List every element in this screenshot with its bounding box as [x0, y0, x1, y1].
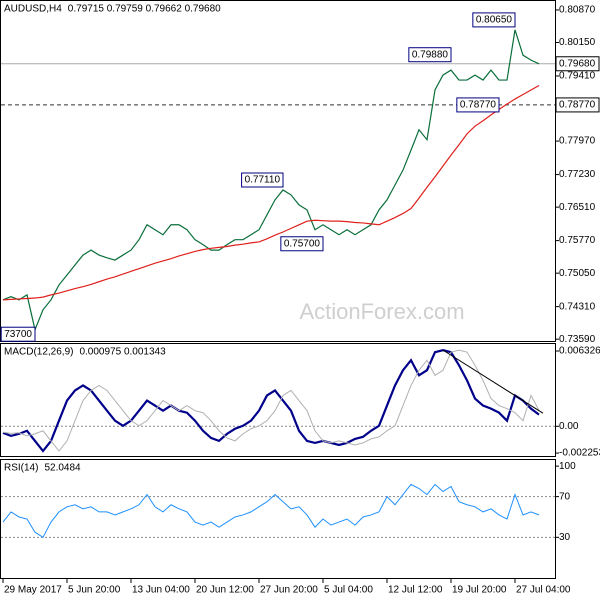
panel-values: 0.000975 0.001343 — [79, 347, 166, 358]
y-tick-label: 0.80150 — [559, 37, 596, 48]
x-tick-label: 20 Jun 12:00 — [196, 585, 254, 596]
y-tick-label: 0.77230 — [559, 169, 596, 180]
price-label-box — [456, 97, 500, 113]
series-line — [2, 349, 540, 452]
y-tick-label: 0.76510 — [559, 202, 596, 213]
y-tick-label: -0.002253 — [559, 448, 600, 459]
x-tick-label: 19 Jul 20:00 — [452, 585, 507, 596]
y-tick-label: 0.80870 — [559, 5, 596, 16]
price-label: 0.78770 — [460, 100, 497, 111]
y-tick-label: 0.00 — [559, 421, 579, 432]
price-label: 0.77110 — [245, 175, 281, 186]
y-tick-label: 70 — [559, 491, 571, 502]
x-tick-label: 27 Jun 20:00 — [260, 585, 318, 596]
series-line — [2, 349, 540, 453]
y-tick-label: 0.006326 — [559, 346, 600, 357]
y-tick-label: 0.79410 — [559, 71, 596, 82]
price-label-box — [241, 172, 284, 188]
x-tick-label: 13 Jun 04:00 — [132, 585, 190, 596]
panel-title: MACD(12,26,9) — [4, 347, 73, 358]
panel-title: AUDUSD,H4 — [4, 4, 62, 15]
panel-values: 0.79715 0.79759 0.79662 0.79680 — [68, 4, 221, 15]
watermark: ActionForex.com — [299, 299, 464, 324]
y-tick-label: 0.75050 — [559, 268, 596, 279]
y-tick-label: 0.74310 — [559, 301, 596, 312]
y-tick-label: 0.75770 — [559, 235, 596, 246]
x-tick-label: 27 Jul 04:00 — [516, 585, 571, 596]
y-tick-label: 0.77970 — [559, 136, 596, 147]
price-label-box — [472, 12, 516, 28]
level-box — [555, 97, 600, 113]
panel-values: 52.0484 — [44, 463, 81, 474]
y-tick-label: 30 — [559, 532, 571, 543]
panel-frame — [0, 0, 556, 342]
level-label: 0.78770 — [559, 100, 596, 111]
price-label-box — [0, 326, 36, 342]
price-label-box — [280, 236, 324, 252]
panel-frame — [0, 459, 556, 579]
panel-title: RSI(14) — [4, 463, 38, 474]
y-tick-label: 100 — [559, 461, 576, 472]
current-price-box — [555, 56, 600, 72]
series-line — [2, 483, 540, 539]
y-tick-label: 0.73590 — [559, 334, 596, 345]
x-tick-label: 29 May 2017 — [4, 585, 62, 596]
price-label-box — [408, 47, 452, 63]
price-label: 73700 — [4, 329, 32, 340]
price-label: 0.80650 — [476, 15, 513, 26]
price-label: 0.75700 — [284, 238, 321, 249]
trendline — [442, 349, 544, 414]
series-line — [2, 29, 540, 332]
price-label: 0.79880 — [412, 49, 449, 60]
x-tick-label: 5 Jun 20:00 — [68, 585, 121, 596]
x-tick-label: 12 Jul 12:00 — [388, 585, 443, 596]
x-tick-label: 5 Jul 04:00 — [324, 585, 373, 596]
current-price-label: 0.79680 — [559, 58, 596, 69]
series-line — [2, 84, 540, 301]
